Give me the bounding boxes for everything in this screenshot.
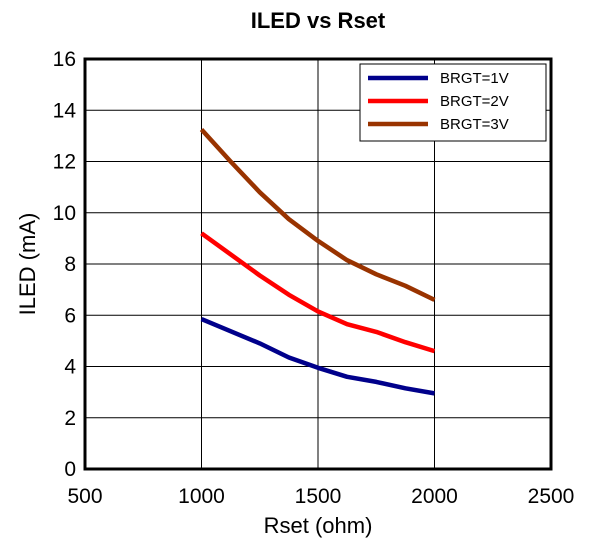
- legend: BRGT=1V BRGT=2V BRGT=3V: [359, 63, 547, 142]
- y-tick-label: 14: [53, 99, 77, 122]
- x-tick-label: 2000: [411, 485, 458, 508]
- y-tick-label: 6: [64, 304, 76, 327]
- y-tick-label: 4: [64, 356, 76, 379]
- plot-frame: [83, 57, 553, 471]
- y-tick-label: 0: [64, 458, 76, 481]
- chart-title: ILED vs Rset: [251, 8, 386, 33]
- x-tick-label: 1000: [178, 485, 225, 508]
- legend-label-2: BRGT=2V: [440, 93, 509, 110]
- x-tick-label: 1500: [295, 485, 342, 508]
- legend-label-1: BRGT=1V: [440, 70, 509, 87]
- y-tick-label: 16: [53, 48, 76, 71]
- y-tick-label: 2: [64, 407, 76, 430]
- x-tick-label: 500: [67, 485, 102, 508]
- tick-labels: 500 1000 1500 2000 2500 0 2 4 6 8 10 12 14 16: [53, 48, 575, 508]
- y-tick-label: 10: [53, 202, 76, 225]
- series-line-1: [200, 317, 435, 396]
- legend-label-3: BRGT=3V: [440, 116, 509, 133]
- series-line-2: [200, 231, 436, 354]
- series-lines: [199, 127, 436, 396]
- y-axis-label: ILED (mA): [15, 213, 40, 316]
- y-tick-label: 12: [53, 151, 76, 174]
- y-tick-label: 8: [64, 253, 76, 276]
- x-tick-label: 2500: [528, 485, 575, 508]
- x-axis-label: Rset (ohm): [264, 513, 373, 538]
- series-line-3: [199, 127, 436, 302]
